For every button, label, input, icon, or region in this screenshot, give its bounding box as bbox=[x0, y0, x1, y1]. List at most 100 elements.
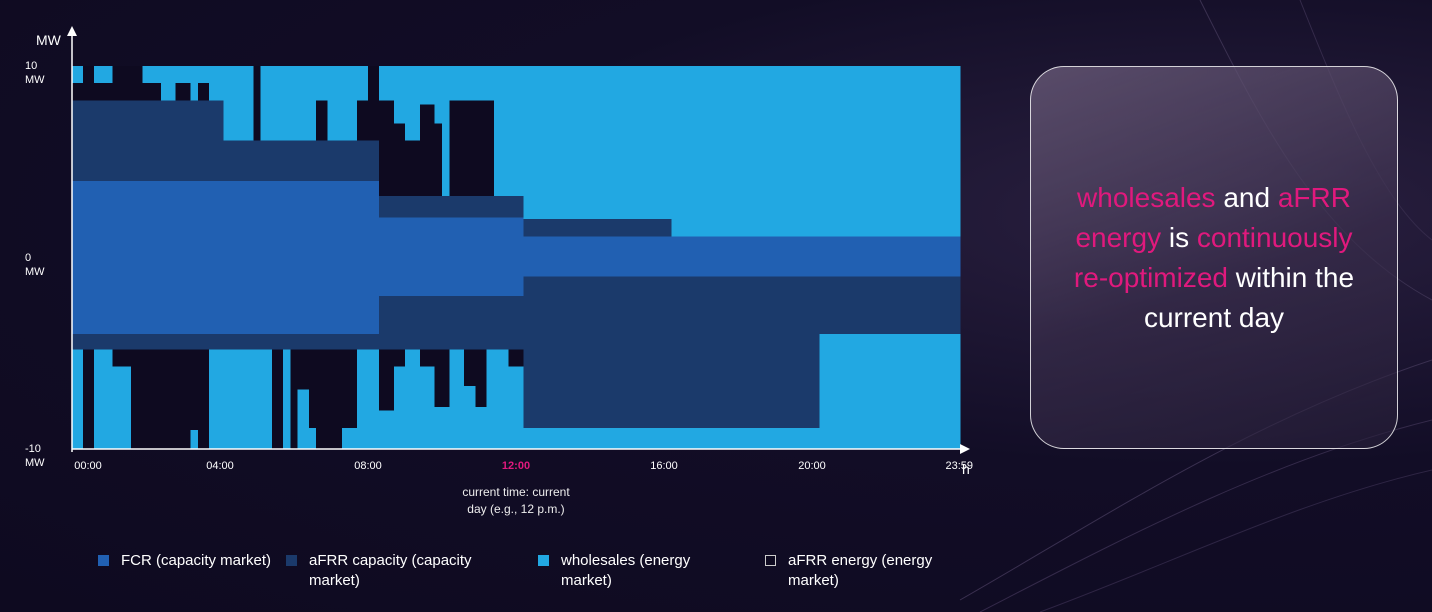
band-segment bbox=[449, 196, 465, 218]
band-segment bbox=[442, 217, 450, 258]
band-segment bbox=[160, 349, 177, 449]
band-segment bbox=[175, 83, 191, 101]
band-segment bbox=[290, 140, 299, 181]
band-segment bbox=[493, 217, 510, 258]
band-segment bbox=[464, 100, 476, 197]
band-segment bbox=[282, 180, 291, 258]
band-segment bbox=[83, 257, 95, 335]
band-segment bbox=[316, 180, 328, 258]
band-segment bbox=[405, 217, 421, 258]
band-segment bbox=[368, 66, 380, 141]
band-segment bbox=[419, 295, 436, 350]
callout-segment: and bbox=[1215, 181, 1278, 213]
band-segment bbox=[290, 180, 299, 258]
band-segment bbox=[342, 66, 358, 141]
band-segment bbox=[342, 257, 358, 335]
band-segment bbox=[671, 257, 820, 277]
band-segment bbox=[671, 236, 820, 258]
band-segment bbox=[197, 334, 210, 350]
y-tick-label: 10 MW bbox=[25, 60, 45, 86]
band-segment bbox=[290, 257, 299, 335]
legend-item: FCR (capacity market) bbox=[98, 551, 291, 571]
callout-segment: aFRR energy bbox=[1075, 181, 1359, 253]
band-segment bbox=[368, 140, 380, 181]
legend-item: aFRR capacity (capacity market) bbox=[286, 551, 479, 591]
band-segment bbox=[72, 100, 84, 181]
band-segment bbox=[282, 257, 291, 335]
band-segment bbox=[175, 257, 191, 335]
band-segment bbox=[419, 104, 436, 197]
band-segment bbox=[393, 217, 406, 258]
band-segment bbox=[405, 140, 421, 197]
x-tick-label: 20:00 bbox=[798, 460, 826, 472]
band-segment bbox=[72, 180, 84, 258]
band-segment bbox=[290, 334, 299, 350]
band-segment bbox=[356, 257, 369, 335]
band-segment bbox=[316, 140, 328, 181]
legend-label: aFRR capacity (capacity market) bbox=[309, 552, 472, 589]
band-segment bbox=[442, 295, 450, 350]
band-segment bbox=[190, 429, 199, 449]
band-segment bbox=[112, 257, 132, 335]
band-segment bbox=[508, 196, 524, 218]
band-segment bbox=[405, 196, 421, 218]
band-segment bbox=[190, 257, 199, 335]
band-segment bbox=[449, 295, 465, 350]
legend-swatch bbox=[765, 555, 776, 566]
band-segment bbox=[253, 140, 262, 181]
band-segment bbox=[819, 334, 961, 449]
band-segment bbox=[142, 180, 162, 258]
band-segment bbox=[260, 66, 273, 141]
band-segment bbox=[175, 100, 191, 181]
band-segment bbox=[190, 334, 199, 350]
band-segment bbox=[449, 349, 465, 449]
band-segment bbox=[175, 180, 191, 258]
band-segment bbox=[190, 349, 199, 430]
band-segment bbox=[260, 140, 273, 181]
band-segment bbox=[508, 257, 524, 296]
band-segment bbox=[94, 66, 114, 84]
band-segment bbox=[308, 349, 317, 428]
band-segment bbox=[434, 123, 443, 197]
band-segment bbox=[308, 334, 317, 350]
band-segment bbox=[190, 100, 199, 181]
band-segment bbox=[297, 389, 310, 449]
band-segment bbox=[83, 100, 95, 181]
band-segment bbox=[449, 217, 465, 258]
band-segment bbox=[434, 257, 443, 296]
band-segment bbox=[464, 257, 476, 296]
band-segment bbox=[282, 66, 291, 141]
band-segment bbox=[308, 257, 317, 335]
band-segment bbox=[464, 217, 476, 258]
band-segment bbox=[297, 349, 310, 390]
band-segment bbox=[142, 66, 162, 84]
band-segment bbox=[190, 66, 199, 101]
band-segment bbox=[379, 349, 395, 411]
band-segment bbox=[83, 349, 95, 449]
band-segment bbox=[475, 100, 487, 197]
band-segment bbox=[327, 140, 343, 181]
callout-box: wholesales and aFRR energy is continuous… bbox=[1030, 66, 1398, 449]
band-segment bbox=[290, 349, 299, 449]
band-segment bbox=[405, 349, 421, 449]
band-segment bbox=[393, 66, 406, 124]
band-segment bbox=[434, 295, 443, 350]
band-segment bbox=[434, 349, 443, 407]
band-segment bbox=[819, 66, 961, 237]
band-segment bbox=[160, 180, 177, 258]
band-segment bbox=[271, 349, 284, 449]
band-segment bbox=[449, 100, 465, 197]
band-segment bbox=[393, 366, 406, 449]
band-segment bbox=[405, 257, 421, 296]
band-segment bbox=[282, 334, 291, 350]
band-segment bbox=[271, 334, 284, 350]
band-segment bbox=[442, 257, 450, 296]
band-segment bbox=[493, 66, 510, 197]
band-segment bbox=[83, 180, 95, 258]
band-segment bbox=[197, 83, 210, 101]
band-segment bbox=[94, 257, 114, 335]
band-segment bbox=[493, 295, 510, 350]
band-segment bbox=[112, 349, 132, 367]
band-segment bbox=[379, 196, 395, 218]
band-segment bbox=[419, 349, 436, 367]
